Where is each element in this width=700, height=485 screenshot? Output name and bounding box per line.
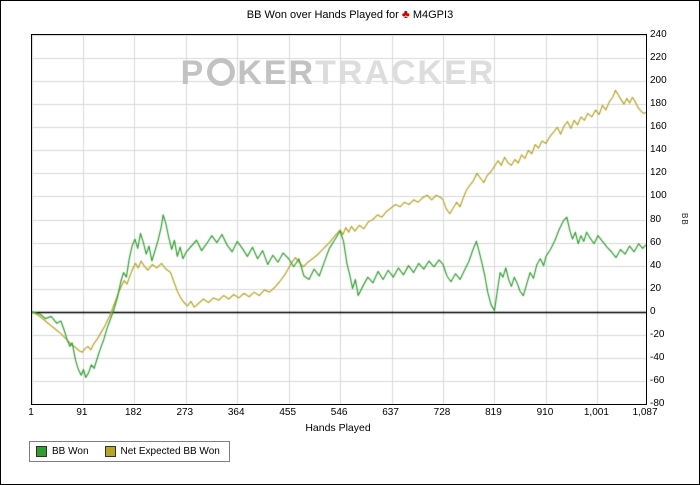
x-tick-label: 546	[330, 407, 348, 418]
y-tick-label: 200	[650, 75, 667, 87]
x-tick-label: 364	[227, 407, 245, 418]
x-tick-label: 1	[28, 407, 34, 418]
y-tick-label: -60	[650, 374, 665, 386]
y-tick-label: 160	[650, 121, 667, 133]
y-tick-label: 100	[650, 190, 667, 202]
x-tick-label: 455	[279, 407, 297, 418]
y-axis-unit-label: BB	[680, 213, 689, 226]
y-tick-label: 240	[650, 29, 667, 40]
y-tick-label: 120	[650, 167, 667, 179]
y-tick-label: 140	[650, 144, 667, 156]
x-tick-label: 819	[485, 407, 502, 418]
chart-title: BB Won over Hands Played for ♣ M4GPI3	[1, 7, 699, 21]
club-suit-icon: ♣	[401, 7, 410, 21]
y-tick-label: 220	[650, 52, 667, 64]
y-tick-label: 180	[650, 98, 667, 110]
x-tick-label: 637	[382, 407, 399, 418]
chart-canvas[interactable]	[32, 35, 646, 404]
y-tick-label: 0	[650, 305, 656, 317]
x-tick-label: 910	[536, 407, 554, 418]
legend-swatch-bb-won	[36, 446, 47, 457]
chart-title-prefix: BB Won over Hands Played for	[246, 9, 399, 21]
x-tick-label: 1,087	[632, 407, 658, 418]
legend-label-bb-won: BB Won	[52, 446, 89, 457]
legend: BB Won Net Expected BB Won	[29, 441, 230, 462]
x-tick-label: 273	[176, 407, 194, 418]
x-tick-label: 1,001	[583, 407, 609, 418]
y-tick-label: -20	[650, 328, 665, 340]
y-tick-label: -40	[650, 351, 665, 363]
y-tick-label: 40	[650, 259, 662, 271]
y-tick-label: 80	[650, 213, 662, 225]
chart-title-subject: M4GPI3	[412, 9, 454, 21]
y-tick-label: 60	[650, 236, 662, 248]
x-tick-label: 91	[76, 407, 88, 418]
y-tick-label: -80	[650, 398, 665, 409]
legend-item-bb-won[interactable]: BB Won	[36, 446, 89, 457]
x-tick-label: 728	[433, 407, 451, 418]
legend-swatch-net-expected-bb-won	[104, 446, 116, 457]
x-axis-title: Hands Played	[305, 422, 371, 434]
y-tick-label: 20	[650, 282, 662, 294]
legend-label-net-expected-bb-won: Net Expected BB Won	[120, 446, 220, 457]
plot-area[interactable]	[31, 34, 647, 405]
legend-item-net-expected-bb-won[interactable]: Net Expected BB Won	[104, 446, 220, 457]
x-tick-label: 182	[124, 407, 142, 418]
